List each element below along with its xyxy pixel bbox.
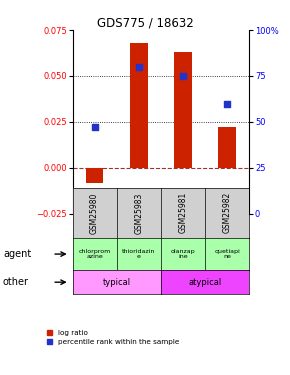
Point: [181, 73, 185, 79]
Text: olanzap
ine: olanzap ine: [171, 249, 195, 259]
Text: GSM25983: GSM25983: [134, 192, 143, 234]
Bar: [130, 43, 148, 168]
Text: agent: agent: [3, 249, 31, 259]
Bar: [174, 52, 192, 168]
Text: chlorprom
azine: chlorprom azine: [79, 249, 111, 259]
Text: thioridazin
e: thioridazin e: [122, 249, 155, 259]
Legend: log ratio, percentile rank within the sample: log ratio, percentile rank within the sa…: [47, 330, 179, 345]
Text: GSM25982: GSM25982: [223, 192, 232, 233]
Point: [137, 64, 141, 70]
Bar: [218, 128, 236, 168]
Text: GSM25980: GSM25980: [90, 192, 99, 234]
Text: other: other: [3, 277, 29, 287]
Text: quetiapi
ne: quetiapi ne: [214, 249, 240, 259]
Bar: [86, 168, 104, 183]
Text: GDS775 / 18632: GDS775 / 18632: [97, 17, 193, 30]
Text: typical: typical: [103, 278, 131, 286]
Text: atypical: atypical: [188, 278, 222, 286]
Point: [92, 124, 97, 130]
Text: GSM25981: GSM25981: [179, 192, 188, 233]
Point: [225, 100, 230, 106]
